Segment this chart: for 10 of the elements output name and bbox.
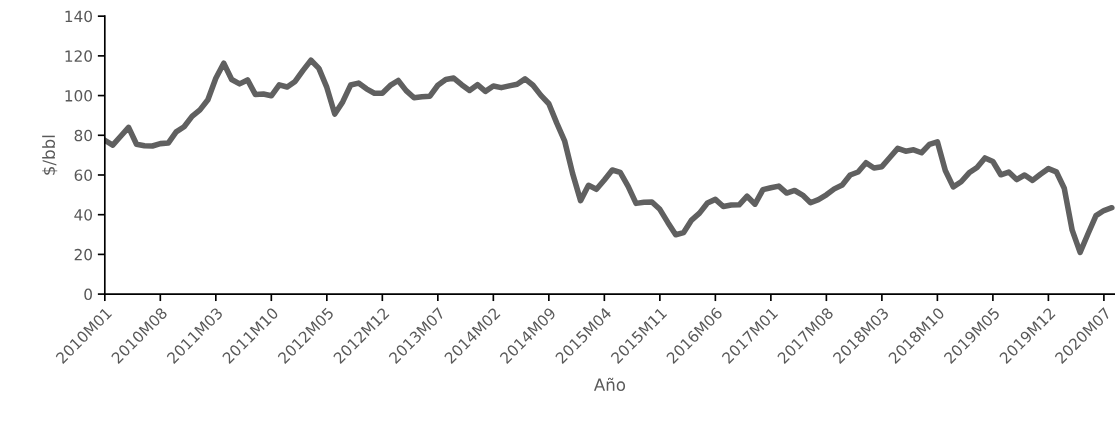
y-tick-label: 140 (65, 10, 92, 23)
y-tick-label: 40 (74, 209, 92, 221)
y-tick-label: 100 (65, 90, 92, 102)
x-axis-title: Año (593, 377, 626, 391)
y-tick-label: 120 (65, 50, 92, 62)
y-tick-label: 0 (84, 288, 92, 301)
y-tick-label: 60 (74, 169, 92, 182)
y-tick-label: 80 (74, 129, 92, 142)
y-axis-title: $/bbl (42, 135, 58, 175)
y-tick-label: 20 (74, 248, 92, 261)
